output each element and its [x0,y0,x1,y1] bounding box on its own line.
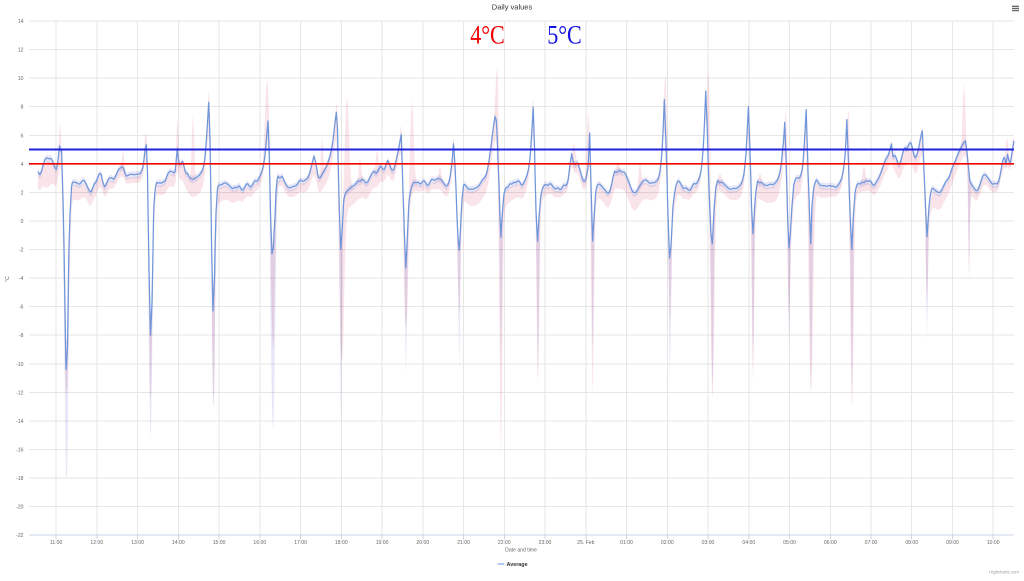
svg-text:02:00: 02:00 [661,540,674,546]
svg-text:04:00: 04:00 [742,540,755,546]
svg-text:4: 4 [21,162,24,168]
svg-text:-2: -2 [19,248,24,254]
svg-text:-14: -14 [16,419,24,425]
svg-text:21:00: 21:00 [457,540,470,546]
svg-text:15:00: 15:00 [213,540,226,546]
svg-text:-22: -22 [16,533,24,539]
svg-text:-18: -18 [16,476,24,482]
svg-text:05:00: 05:00 [783,540,796,546]
svg-text:5°C: 5°C [547,20,582,49]
svg-text:23:00: 23:00 [539,540,552,546]
svg-text:Daily values: Daily values [492,2,533,11]
svg-text:18:00: 18:00 [335,540,348,546]
svg-text:Average: Average [507,562,528,568]
svg-text:8: 8 [21,105,24,111]
svg-text:12: 12 [18,48,24,54]
svg-text:Date and time: Date and time [505,548,537,554]
svg-text:10:00: 10:00 [987,540,1000,546]
svg-text:-4: -4 [19,276,24,282]
svg-text:19:00: 19:00 [376,540,389,546]
svg-text:13:00: 13:00 [131,540,144,546]
svg-text:16:00: 16:00 [253,540,266,546]
svg-text:6: 6 [21,133,24,139]
svg-text:-6: -6 [19,305,24,311]
svg-text:Highcharts.com: Highcharts.com [989,570,1019,575]
svg-text:25. Feb: 25. Feb [577,540,594,546]
svg-text:14:00: 14:00 [172,540,185,546]
svg-text:20:00: 20:00 [416,540,429,546]
svg-text:01:00: 01:00 [620,540,633,546]
svg-text:10: 10 [18,76,24,82]
svg-text:07:00: 07:00 [865,540,878,546]
svg-text:03:00: 03:00 [702,540,715,546]
svg-text:-20: -20 [16,505,24,511]
svg-text:06:00: 06:00 [824,540,837,546]
svg-text:12:00: 12:00 [90,540,103,546]
svg-text:2: 2 [21,190,24,196]
svg-text:-16: -16 [16,448,24,454]
svg-text:0: 0 [21,219,24,225]
svg-text:-10: -10 [16,362,24,368]
svg-text:-8: -8 [19,333,24,339]
svg-text:22:00: 22:00 [498,540,511,546]
svg-text:17:00: 17:00 [294,540,307,546]
svg-text:°C: °C [5,276,11,282]
svg-text:09:00: 09:00 [946,540,959,546]
svg-text:11:00: 11:00 [50,540,63,546]
svg-text:08:00: 08:00 [905,540,918,546]
svg-text:-12: -12 [16,390,24,396]
svg-text:14: 14 [18,19,24,25]
svg-text:4°C: 4°C [470,20,505,49]
